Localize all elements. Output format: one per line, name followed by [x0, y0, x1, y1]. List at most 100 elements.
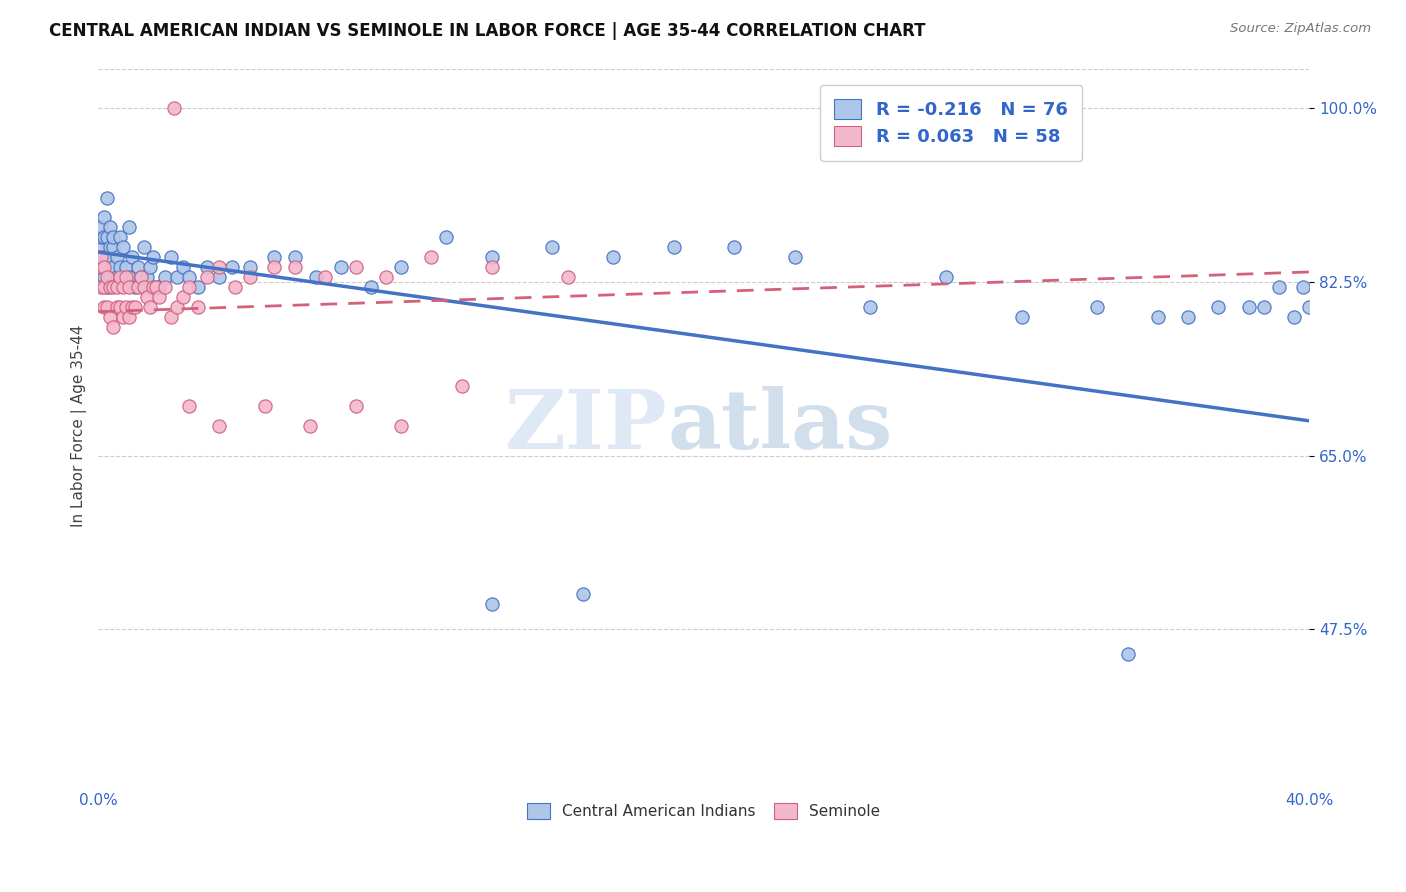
Point — [420, 250, 443, 264]
Point — [100, 310, 122, 324]
Point — [111, 269, 134, 284]
Point — [1085, 300, 1108, 314]
Point — [139, 300, 162, 314]
Point — [1116, 647, 1139, 661]
Point — [450, 379, 472, 393]
Point — [1177, 310, 1199, 324]
Point — [314, 269, 336, 284]
Point — [305, 269, 328, 284]
Point — [96, 280, 118, 294]
Point — [93, 211, 115, 225]
Point — [299, 418, 322, 433]
Point — [148, 280, 170, 294]
Point — [208, 260, 231, 274]
Point — [142, 280, 165, 294]
Point — [1268, 280, 1291, 294]
Point — [153, 269, 176, 284]
Point — [139, 260, 162, 274]
Point — [436, 230, 458, 244]
Point — [90, 280, 112, 294]
Point — [662, 240, 685, 254]
Point — [148, 290, 170, 304]
Point — [114, 300, 136, 314]
Point — [100, 220, 122, 235]
Point — [135, 290, 157, 304]
Point — [1208, 300, 1230, 314]
Point — [108, 260, 131, 274]
Point — [1292, 280, 1315, 294]
Point — [1298, 300, 1320, 314]
Point — [179, 399, 201, 413]
Legend: Central American Indians, Seminole: Central American Indians, Seminole — [522, 797, 887, 825]
Point — [93, 300, 115, 314]
Point — [93, 230, 115, 244]
Point — [172, 290, 194, 304]
Point — [111, 240, 134, 254]
Point — [221, 260, 243, 274]
Point — [111, 310, 134, 324]
Point — [90, 230, 112, 244]
Point — [179, 269, 201, 284]
Text: ZIP: ZIP — [505, 385, 668, 466]
Point — [145, 280, 167, 294]
Point — [160, 250, 183, 264]
Point — [239, 260, 262, 274]
Point — [108, 300, 131, 314]
Point — [172, 260, 194, 274]
Point — [117, 220, 139, 235]
Point — [121, 250, 143, 264]
Point — [117, 280, 139, 294]
Point — [187, 280, 209, 294]
Point — [187, 300, 209, 314]
Point — [96, 190, 118, 204]
Point — [329, 260, 352, 274]
Point — [1237, 300, 1260, 314]
Point — [105, 300, 128, 314]
Point — [111, 280, 134, 294]
Point — [93, 260, 115, 274]
Point — [179, 280, 201, 294]
Point — [93, 280, 115, 294]
Point — [117, 310, 139, 324]
Point — [129, 269, 152, 284]
Point — [344, 260, 367, 274]
Point — [108, 230, 131, 244]
Point — [1253, 300, 1275, 314]
Point — [132, 240, 155, 254]
Point — [96, 230, 118, 244]
Point — [195, 260, 218, 274]
Point — [224, 280, 246, 294]
Point — [96, 250, 118, 264]
Point — [239, 269, 262, 284]
Point — [374, 269, 396, 284]
Point — [859, 300, 882, 314]
Point — [114, 260, 136, 274]
Text: CENTRAL AMERICAN INDIAN VS SEMINOLE IN LABOR FORCE | AGE 35-44 CORRELATION CHART: CENTRAL AMERICAN INDIAN VS SEMINOLE IN L… — [49, 22, 925, 40]
Point — [108, 269, 131, 284]
Point — [103, 260, 125, 274]
Point — [93, 269, 115, 284]
Point — [344, 399, 367, 413]
Point — [103, 319, 125, 334]
Point — [557, 269, 579, 284]
Point — [93, 250, 115, 264]
Text: atlas: atlas — [668, 385, 893, 466]
Point — [1011, 310, 1033, 324]
Point — [105, 280, 128, 294]
Point — [96, 269, 118, 284]
Point — [723, 240, 745, 254]
Point — [135, 269, 157, 284]
Point — [163, 101, 186, 115]
Point — [481, 598, 503, 612]
Point — [103, 230, 125, 244]
Point — [145, 280, 167, 294]
Point — [100, 240, 122, 254]
Point — [263, 260, 285, 274]
Point — [117, 269, 139, 284]
Point — [121, 300, 143, 314]
Point — [124, 300, 146, 314]
Point — [360, 280, 382, 294]
Point — [571, 587, 593, 601]
Point — [166, 269, 188, 284]
Point — [105, 250, 128, 264]
